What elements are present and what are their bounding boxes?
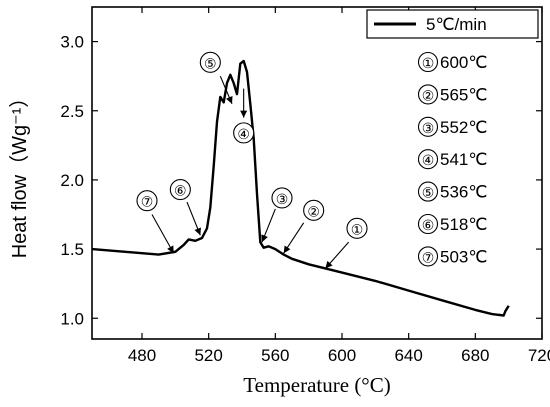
marker-circle	[346, 217, 368, 239]
marker-number: ④	[237, 126, 250, 142]
annotation-number: ②	[422, 87, 435, 103]
annotation-label: 503℃	[440, 247, 487, 266]
annotation-circle	[417, 51, 439, 73]
x-tick-label: 600	[328, 346, 356, 365]
marker-arrow	[151, 214, 175, 254]
annotation-label: 541℃	[440, 150, 487, 169]
annotation-label: 552℃	[440, 118, 487, 137]
y-tick-label: 1.0	[60, 309, 84, 328]
annotation-circle	[417, 149, 439, 170]
marker-arrow-head	[194, 227, 201, 236]
annotation-number: ⑦	[422, 249, 435, 265]
marker-arrow-head	[261, 234, 268, 243]
annotation-label: 536℃	[440, 183, 487, 202]
annotation-number: ⑤	[422, 185, 435, 201]
marker-number: ⑥	[174, 183, 187, 199]
marker-arrow-head	[325, 260, 333, 269]
marker-number: ⑤	[204, 55, 217, 71]
x-tick-label: 680	[461, 346, 489, 365]
annotation-circle	[417, 116, 439, 137]
y-tick-label: 2.0	[60, 171, 84, 190]
annotation-circle	[417, 181, 439, 202]
y-tick-label: 1.5	[60, 240, 84, 259]
series-line	[91, 59, 510, 317]
y-axis-ticks: 1.0 1.5 2.0 2.5 3.0	[60, 33, 542, 328]
marker-circle	[136, 190, 158, 212]
annotation-number: ⑥	[422, 217, 435, 233]
marker-circle	[199, 51, 221, 73]
series-layer	[91, 59, 510, 317]
x-axis-title: Temperature (°C)	[243, 373, 390, 397]
x-tick-label: 480	[128, 346, 156, 365]
marker-number: ①	[351, 221, 364, 237]
marker-circle	[233, 122, 255, 144]
marker-number: ⑦	[141, 194, 154, 210]
annotation-list: ① 600℃ ② 565℃ ③ 552℃ ④ 541℃ ⑤ 536℃ ⑥ 518℃ ⑦ 503℃	[417, 51, 487, 267]
legend-label: 5℃/min	[426, 15, 487, 34]
y-tick-label: 2.5	[60, 102, 84, 121]
legend: 5℃/min	[366, 9, 539, 39]
marker-circle	[169, 179, 191, 201]
marker-number: ②	[307, 203, 320, 219]
annotation-number: ③	[422, 120, 435, 136]
x-tick-label: 720	[528, 346, 550, 365]
annotation-circle	[417, 246, 439, 267]
annotation-circle	[417, 213, 439, 235]
x-tick-label: 640	[394, 346, 422, 365]
marker-arrow-head	[226, 96, 233, 104]
marker-layer: ① ② ③ ④ ⑤ ⑥ ⑦	[136, 51, 368, 269]
annotation-number: ①	[422, 55, 435, 71]
annotation-label: 565℃	[440, 85, 487, 104]
annotation-label: 518℃	[440, 215, 487, 234]
marker-arrow-head	[283, 245, 291, 254]
y-axis-title: Heat flow（Wg⁻¹）	[8, 88, 31, 259]
marker-arrow-head	[240, 110, 248, 118]
annotation-label: 600℃	[440, 53, 487, 72]
x-tick-label: 560	[261, 346, 289, 365]
annotation-circle	[417, 84, 439, 105]
marker-number: ③	[276, 191, 289, 207]
plot-frame	[91, 6, 543, 340]
marker-arrow-head	[167, 245, 174, 254]
x-axis-ticks: 480 520 560 600 640 680 720	[128, 7, 550, 365]
marker-circle	[271, 187, 293, 209]
y-tick-label: 3.0	[60, 33, 84, 52]
x-tick-label: 520	[194, 346, 222, 365]
marker-circle	[303, 199, 325, 221]
annotation-number: ④	[422, 152, 435, 168]
